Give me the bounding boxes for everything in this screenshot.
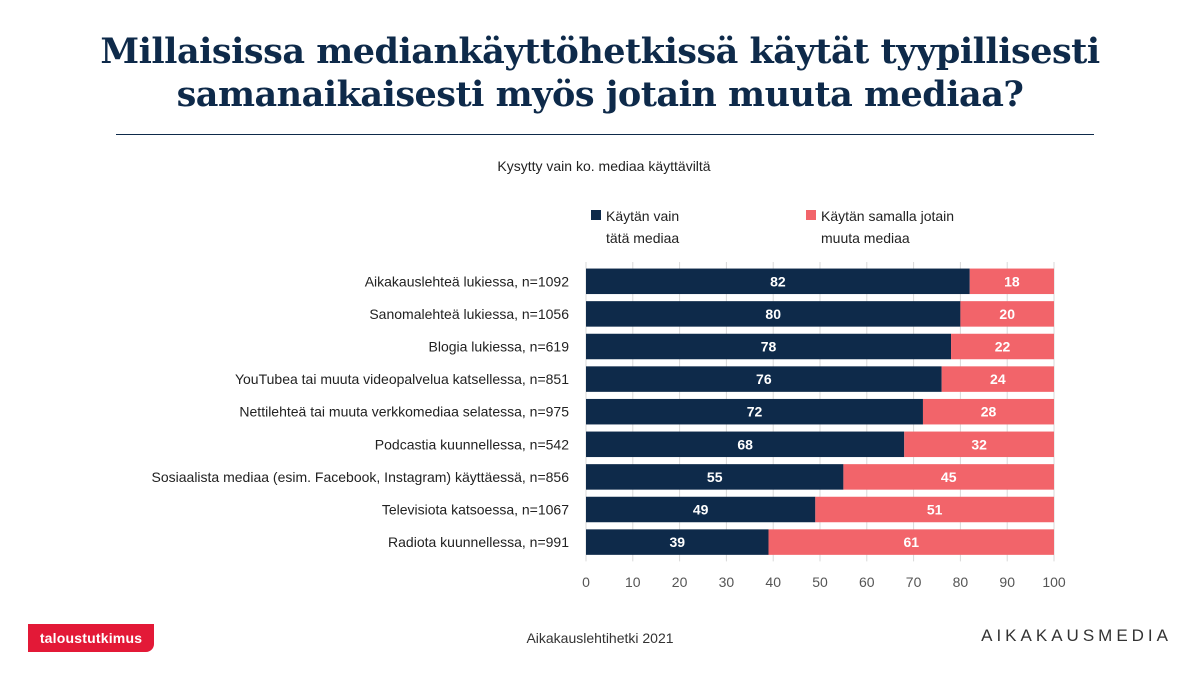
data-label-other-6: 32 <box>971 436 987 452</box>
bar-other-4 <box>941 366 1054 392</box>
bar-only-3 <box>586 333 952 360</box>
data-label-other-5: 28 <box>981 404 997 420</box>
chart-title-line-2: samanaikaisesti myös jotain muuta mediaa… <box>176 74 1024 115</box>
data-label-only-1: 82 <box>770 273 786 289</box>
x-tick-label-90: 90 <box>999 574 1015 590</box>
source-note: Aikakauslehtihetki 2021 <box>526 630 674 646</box>
legend-label-other-line-1: Käytän samalla jotain <box>821 208 955 224</box>
bar-other-5 <box>922 398 1054 425</box>
legend-label-only-line-2: tätä mediaa <box>606 230 680 246</box>
data-label-only-7: 55 <box>707 469 723 485</box>
chart-title: Millaisissa mediankäyttöhetkissä käytät … <box>0 30 1200 116</box>
bar-only-5 <box>586 398 923 425</box>
category-label-1: Aikakauslehteä lukiessa, n=1092 <box>365 273 570 289</box>
data-label-only-6: 68 <box>737 436 753 452</box>
x-tick-label-10: 10 <box>625 574 641 590</box>
bar-other-7 <box>843 464 1054 490</box>
category-label-7: Sosiaalista mediaa (esim. Facebook, Inst… <box>152 469 570 485</box>
data-label-other-3: 22 <box>995 339 1011 355</box>
bar-only-9 <box>586 529 769 555</box>
x-tick-label-70: 70 <box>906 574 922 590</box>
data-label-only-2: 80 <box>765 306 781 322</box>
bar-only-6 <box>586 431 905 458</box>
bar-other-3 <box>951 333 1054 360</box>
data-label-only-3: 78 <box>761 339 777 355</box>
category-label-9: Radiota kuunnellessa, n=991 <box>388 534 569 550</box>
x-tick-label-100: 100 <box>1042 574 1066 590</box>
legend-label-other-media: Käytän samalla jotain muuta mediaa <box>821 205 1021 249</box>
data-label-only-9: 39 <box>669 534 685 550</box>
bar-other-6 <box>904 431 1054 458</box>
bar-only-1 <box>586 268 970 295</box>
data-label-other-4: 24 <box>990 371 1006 387</box>
data-label-other-1: 18 <box>1004 273 1020 289</box>
x-tick-label-60: 60 <box>859 574 875 590</box>
data-label-other-8: 51 <box>927 502 943 518</box>
bar-other-2 <box>960 301 1054 327</box>
aikakausmedia-logo: AIKAKAUSMEDIA <box>981 626 1172 645</box>
x-tick-label-30: 30 <box>719 574 735 590</box>
bar-only-8 <box>586 496 816 523</box>
bar-other-8 <box>815 496 1054 523</box>
data-label-only-4: 76 <box>756 371 772 387</box>
x-tick-label-40: 40 <box>765 574 781 590</box>
legend-swatch-only-this-media <box>591 210 601 220</box>
legend-label-only-this-media: Käytän vain tätä mediaa <box>606 205 806 249</box>
category-label-6: Podcastia kuunnellessa, n=542 <box>375 436 569 452</box>
legend-label-only-line-1: Käytän vain <box>606 208 680 224</box>
data-label-only-8: 49 <box>693 502 709 518</box>
data-label-only-5: 72 <box>747 404 763 420</box>
category-label-3: Blogia lukiessa, n=619 <box>429 339 570 355</box>
legend-swatch-other-media <box>806 210 816 220</box>
data-label-other-9: 61 <box>903 534 919 550</box>
bar-other-9 <box>768 529 1054 555</box>
bar-only-4 <box>586 366 942 392</box>
data-label-other-7: 45 <box>941 469 957 485</box>
chart-subtitle: Kysytty vain ko. mediaa käyttäviltä <box>497 158 711 174</box>
taloustutkimus-logo: taloustutkimus <box>28 624 154 652</box>
x-tick-label-20: 20 <box>672 574 688 590</box>
category-label-2: Sanomalehteä lukiessa, n=1056 <box>369 306 569 322</box>
x-tick-label-80: 80 <box>953 574 969 590</box>
data-label-other-2: 20 <box>999 306 1015 322</box>
x-tick-label-50: 50 <box>812 574 828 590</box>
category-label-4: YouTubea tai muuta videopalvelua katsell… <box>235 371 569 387</box>
bar-only-2 <box>586 301 961 327</box>
category-label-8: Televisiota katsoessa, n=1067 <box>382 502 569 518</box>
bar-other-1 <box>969 268 1054 295</box>
title-divider <box>116 134 1094 135</box>
x-tick-label-0: 0 <box>582 574 590 590</box>
category-label-5: Nettilehteä tai muuta verkkomediaa selat… <box>239 404 569 420</box>
legend-label-other-line-2: muuta mediaa <box>821 230 910 246</box>
chart-title-line-1: Millaisissa mediankäyttöhetkissä käytät … <box>100 31 1100 72</box>
bar-only-7 <box>586 464 844 490</box>
